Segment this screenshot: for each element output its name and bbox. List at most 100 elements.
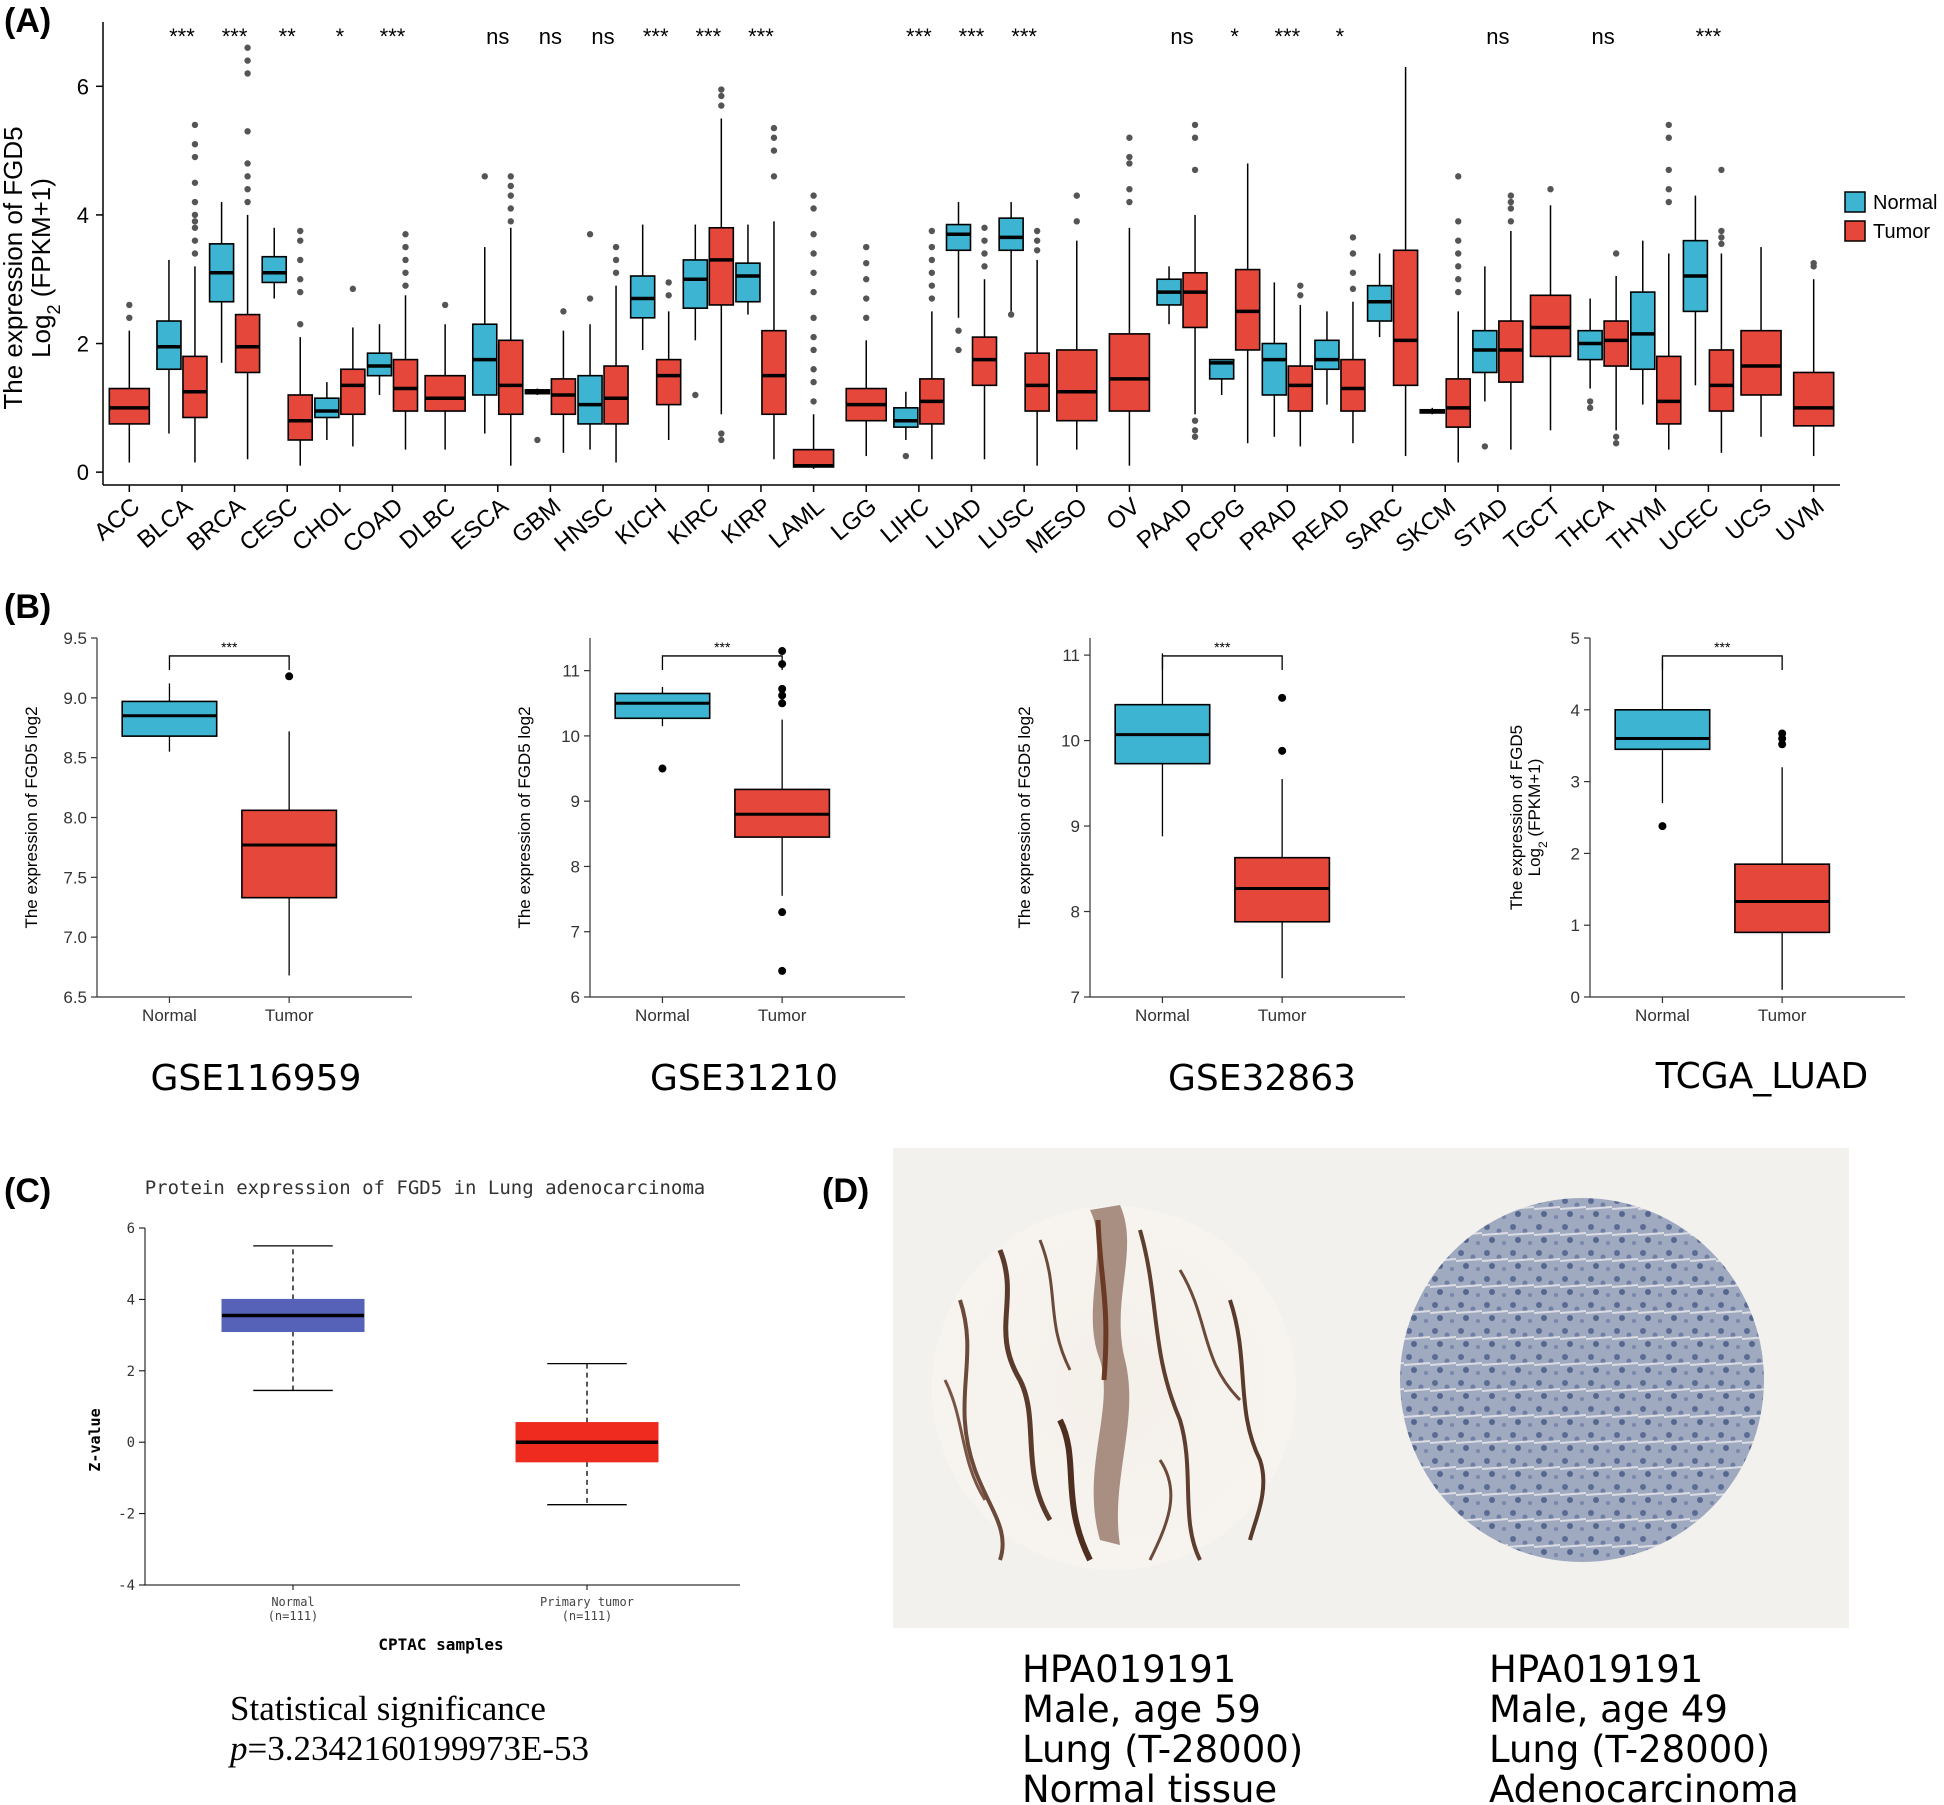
tcga-luad-ytick-label-0: 0 [1571, 988, 1580, 1007]
xtick-label-ucec: UCEC [1655, 493, 1724, 557]
lgg-tumor-outlier-2 [863, 295, 870, 302]
legend-normal-swatch [1844, 191, 1866, 213]
brca-tumor-outlier-6 [244, 70, 251, 77]
esca-tumor-outlier-3 [507, 192, 514, 199]
xtick-label-cesc: CESC [235, 493, 303, 557]
skcm-tumor-outlier-5 [1455, 237, 1462, 244]
gse32863-ytick-label-9: 9 [1071, 817, 1080, 836]
ihc-caption-right: HPA019191 Male, age 49 Lung (T-28000) Ad… [1489, 1648, 1799, 1805]
tcga-luad-tumor-box [1734, 863, 1831, 934]
gse116959-ytick-label-9.5: 9.5 [63, 629, 87, 648]
blca-tumor-box [182, 355, 208, 419]
xtick-label-laml: LAML [764, 493, 829, 554]
kirc-tumor-outlier-4 [718, 92, 725, 100]
category-stad [1472, 192, 1524, 450]
chol-tumor-box [340, 368, 366, 416]
lihc-normal-box [893, 407, 919, 428]
stad-tumor-outlier-3 [1507, 198, 1515, 206]
gse116959-ylabel: The expression of FGD5 log2 [22, 706, 41, 928]
thca-tumor-outlier-3 [1612, 250, 1620, 257]
skcm-tumor-box [1445, 378, 1472, 428]
cptac-xtick-n-primary-tumor: (n=111) [562, 1609, 613, 1623]
stat-significance-p: p=3.2342160199973E-53 [227, 1729, 589, 1768]
xtick-label-dlbc: DLBC [395, 493, 461, 555]
legend-tumor-label: Tumor [1873, 221, 1930, 243]
ucec-tumor-outlier-4 [1718, 166, 1725, 174]
coad-tumor-outlier-3 [402, 256, 409, 264]
gse116959-tumor-outlier-1 [285, 672, 294, 681]
skcm-tumor-outlier-2 [1455, 276, 1462, 283]
category-dlbc [424, 301, 466, 450]
lihc-tumor-outlier-4 [928, 256, 936, 264]
category-hnsc [577, 231, 629, 463]
paad-tumor-outlier-6 [1191, 121, 1199, 129]
category-laml [792, 192, 835, 469]
stat-significance-title: Statistical significance [230, 1689, 546, 1728]
tcga-luad-ytick-label-1: 1 [1571, 916, 1580, 935]
gse32863-ylabel: The expression of FGD5 log2 [1015, 706, 1034, 928]
panel-c-boxplot: Protein expression of FGD5 in Lung adeno… [86, 1177, 740, 1768]
uvm-tumor-box [1792, 371, 1835, 427]
gse116959-tumor-box [241, 809, 338, 899]
thym-tumor-outlier-2 [1665, 185, 1672, 193]
kirc-normal-box [682, 259, 709, 309]
category-thca [1577, 250, 1629, 447]
chart-gse116959: 6.5 7.0 7.5 8.0 8.5 9.0 9.5 Normal Tumor *** The e… [22, 629, 412, 1025]
gse31210-xtick-label-normal: Normal [635, 1006, 690, 1025]
gse31210-ytick-label-6: 6 [571, 988, 580, 1007]
skcm-tumor-outlier-1 [1455, 288, 1462, 296]
ihc-right-line2: Male, age 49 [1489, 1688, 1728, 1731]
laml-tumor-outlier-9 [810, 250, 817, 257]
kich-tumor-outlier-1 [665, 292, 672, 299]
significance-coad: *** [380, 24, 406, 49]
kirc-tumor-outlier-2 [718, 430, 725, 437]
significance-kirp: *** [748, 24, 774, 49]
panel-c-xlabel: CPTAC samples [378, 1635, 503, 1654]
gse31210-normal-outlier-1 [658, 764, 667, 773]
lusc-tumor-outlier-3 [1033, 227, 1041, 235]
tcga-luad-ytick-label-5: 5 [1571, 629, 1580, 648]
dataset-label-gse32863: GSE32863 [1168, 1058, 1356, 1099]
blca-tumor-outlier-8 [191, 153, 199, 161]
kirp-tumor-outlier-3 [770, 134, 778, 141]
panel-a-ytick-label-6: 6 [77, 74, 89, 99]
significance-ucec: *** [1696, 24, 1722, 49]
xtick-label-skcm: SKCM [1391, 493, 1461, 558]
ov-tumor-outlier-3 [1126, 160, 1133, 167]
significance-blca: *** [169, 24, 195, 49]
ucec-tumor-box [1708, 349, 1735, 412]
paad-tumor-outlier-1 [1191, 433, 1199, 440]
panel-c-title: Protein expression of FGD5 in Lung adeno… [145, 1177, 706, 1199]
laml-tumor-outlier-10 [810, 231, 817, 238]
panel-label-a: (A) [4, 2, 51, 40]
stad-tumor-outlier-4 [1507, 192, 1515, 199]
xtick-label-kirp: KIRP [717, 493, 777, 550]
gse31210-ytick-label-7: 7 [571, 923, 580, 942]
ucs-tumor-box [1740, 329, 1782, 396]
stad-normal-outlier-1 [1481, 443, 1489, 450]
significance-pcpg: * [1230, 24, 1239, 49]
kirc-tumor-outlier-1 [718, 436, 725, 444]
laml-tumor-outlier-5 [810, 333, 817, 341]
luad-tumor-outlier-1 [981, 263, 988, 270]
panel-label-b: (B) [4, 588, 51, 626]
category-skcm [1419, 173, 1472, 463]
cptac-xtick-n-normal: (n=111) [268, 1609, 319, 1623]
panel-c-ytick-label-4: 4 [127, 1292, 135, 1308]
panel-a-ylabel-line1: The expression of FGD5 [0, 126, 28, 409]
category-cesc [261, 227, 314, 466]
prad-normal-box [1261, 342, 1288, 396]
thca-normal-outlier-1 [1586, 404, 1594, 412]
xtick-label-uvm: UVM [1771, 493, 1829, 548]
panel-a-ytick-label-2: 2 [77, 332, 89, 357]
significance-kirc: *** [695, 24, 721, 49]
laml-tumor-outlier-6 [810, 314, 817, 322]
panel-label-c: (C) [4, 1172, 51, 1210]
lihc-tumor-outlier-6 [928, 227, 936, 235]
gse32863-sig-bracket [1161, 655, 1283, 670]
xtick-label-tgct: TGCT [1499, 493, 1567, 556]
tcga-luad-tumor-outlier-3 [1778, 729, 1787, 738]
gse31210-ytick-label-10: 10 [561, 727, 580, 746]
lusc-tumor-box [1024, 352, 1050, 412]
category-chol [314, 285, 366, 447]
